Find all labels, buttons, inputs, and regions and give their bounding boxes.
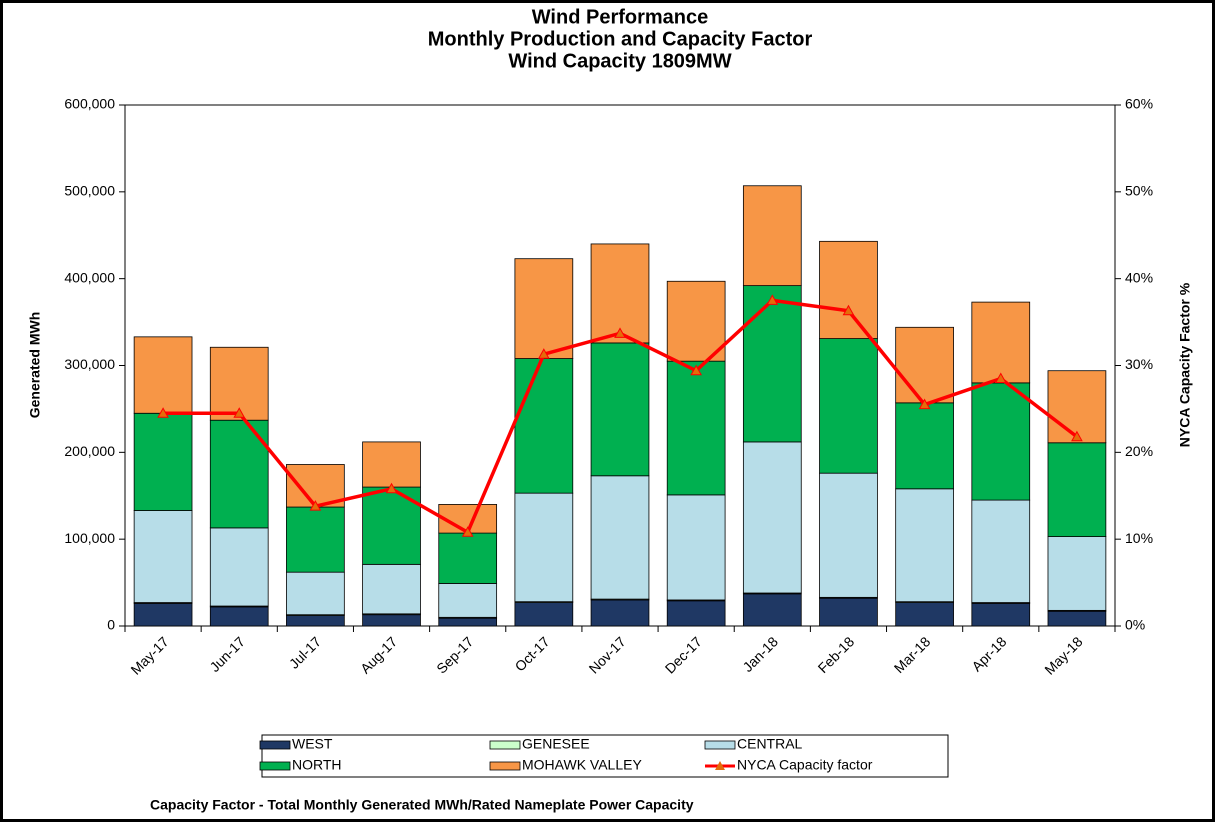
marker (157, 407, 169, 418)
bar-segment (971, 301, 1031, 384)
y2-tick-label: 60% (1125, 96, 1153, 112)
bar-segment (742, 593, 802, 627)
y-tick-label: 200,000 (64, 443, 115, 459)
bar-segment (742, 185, 802, 287)
bar-segment (590, 475, 650, 600)
legend-swatch (704, 740, 736, 750)
bar-segment (1047, 442, 1107, 537)
bar-segment (1047, 536, 1107, 611)
legend-label: GENESEE (522, 736, 590, 752)
bar-segment (590, 342, 650, 477)
bar-segment (666, 280, 726, 362)
bar-segment (971, 499, 1031, 603)
legend-swatch (489, 740, 521, 750)
bar-segment (819, 240, 878, 339)
y-tick-label: 600,000 (64, 96, 115, 112)
marker (690, 364, 703, 376)
bar-segment (438, 532, 498, 584)
y2-tick-label: 50% (1125, 183, 1153, 199)
legend-label: CENTRAL (737, 736, 803, 752)
bar-segment (286, 615, 345, 627)
bar-segment (819, 472, 878, 598)
bar-segment (895, 326, 954, 404)
bar-segment (362, 614, 421, 627)
bar-segment (514, 492, 574, 603)
legend-swatch (259, 761, 291, 771)
bar-segment (895, 488, 954, 603)
legend-swatch (489, 761, 521, 771)
legend-label: NYCA Capacity factor (737, 757, 873, 773)
bar-segment (514, 358, 574, 494)
marker (842, 304, 855, 316)
marker (994, 372, 1007, 384)
bar-segment (590, 243, 650, 344)
legend-label: NORTH (292, 757, 342, 773)
marker (309, 500, 322, 511)
bar-segment (133, 412, 193, 511)
legend-label: WEST (292, 736, 333, 752)
bar-segment (133, 336, 193, 414)
bar-segment (209, 419, 269, 529)
bar-segment (438, 583, 498, 618)
y-tick-label: 300,000 (64, 356, 115, 372)
bar-segment (666, 600, 726, 627)
y-tick-label: 500,000 (64, 183, 115, 199)
y2-tick-label: 30% (1125, 356, 1153, 372)
marker (766, 294, 779, 305)
bar-segment (819, 597, 878, 627)
y-axis-label: Generated MWh (27, 312, 43, 419)
legend-swatch (259, 740, 291, 750)
bar-segment (286, 506, 345, 573)
bar-segment (666, 494, 726, 601)
marker (614, 327, 626, 338)
marker (918, 398, 931, 410)
chart-title: Monthly Production and Capacity Factor (428, 28, 813, 50)
bar-segment (742, 441, 802, 594)
legend-box (261, 734, 949, 778)
legend-label: MOHAWK VALLEY (522, 757, 642, 773)
bar-segment (971, 603, 1031, 627)
bar-segment (666, 360, 726, 496)
bar-segment (133, 510, 193, 603)
y2-axis-label: NYCA Capacity Factor % (1177, 282, 1193, 447)
marker (385, 482, 398, 494)
y-tick-label: 100,000 (64, 530, 115, 546)
bar-segment (133, 603, 193, 627)
y-tick-label: 0 (107, 617, 115, 633)
y-tick-label: 400,000 (64, 269, 115, 285)
bar-segment (438, 617, 498, 627)
footnote: Capacity Factor - Total Monthly Generate… (150, 797, 694, 813)
bar-segment (362, 563, 421, 615)
bar-segment (362, 441, 421, 488)
bar-segment (286, 571, 345, 616)
bar-segment (895, 402, 954, 490)
bar-segment (514, 602, 574, 627)
bar-segment (209, 527, 269, 607)
bar-segment (1047, 610, 1107, 627)
y2-tick-label: 20% (1125, 443, 1153, 459)
bar-segment (971, 382, 1031, 501)
bar-segment (209, 606, 269, 627)
bar-segment (742, 285, 802, 443)
y2-tick-label: 40% (1125, 269, 1153, 285)
chart-title: Wind Capacity 1809MW (508, 50, 731, 72)
bar-segment (514, 258, 574, 359)
bar-segment (895, 602, 954, 627)
bar-segment (819, 338, 878, 474)
y2-tick-label: 0% (1125, 617, 1145, 633)
legend-marker (715, 761, 725, 770)
marker (1071, 430, 1083, 442)
marker (233, 407, 246, 418)
bar-segment (286, 464, 345, 508)
marker (461, 526, 474, 537)
chart-title: Wind Performance (532, 6, 709, 28)
y2-tick-label: 10% (1125, 530, 1153, 546)
marker (537, 348, 550, 359)
bar-segment (590, 599, 650, 627)
